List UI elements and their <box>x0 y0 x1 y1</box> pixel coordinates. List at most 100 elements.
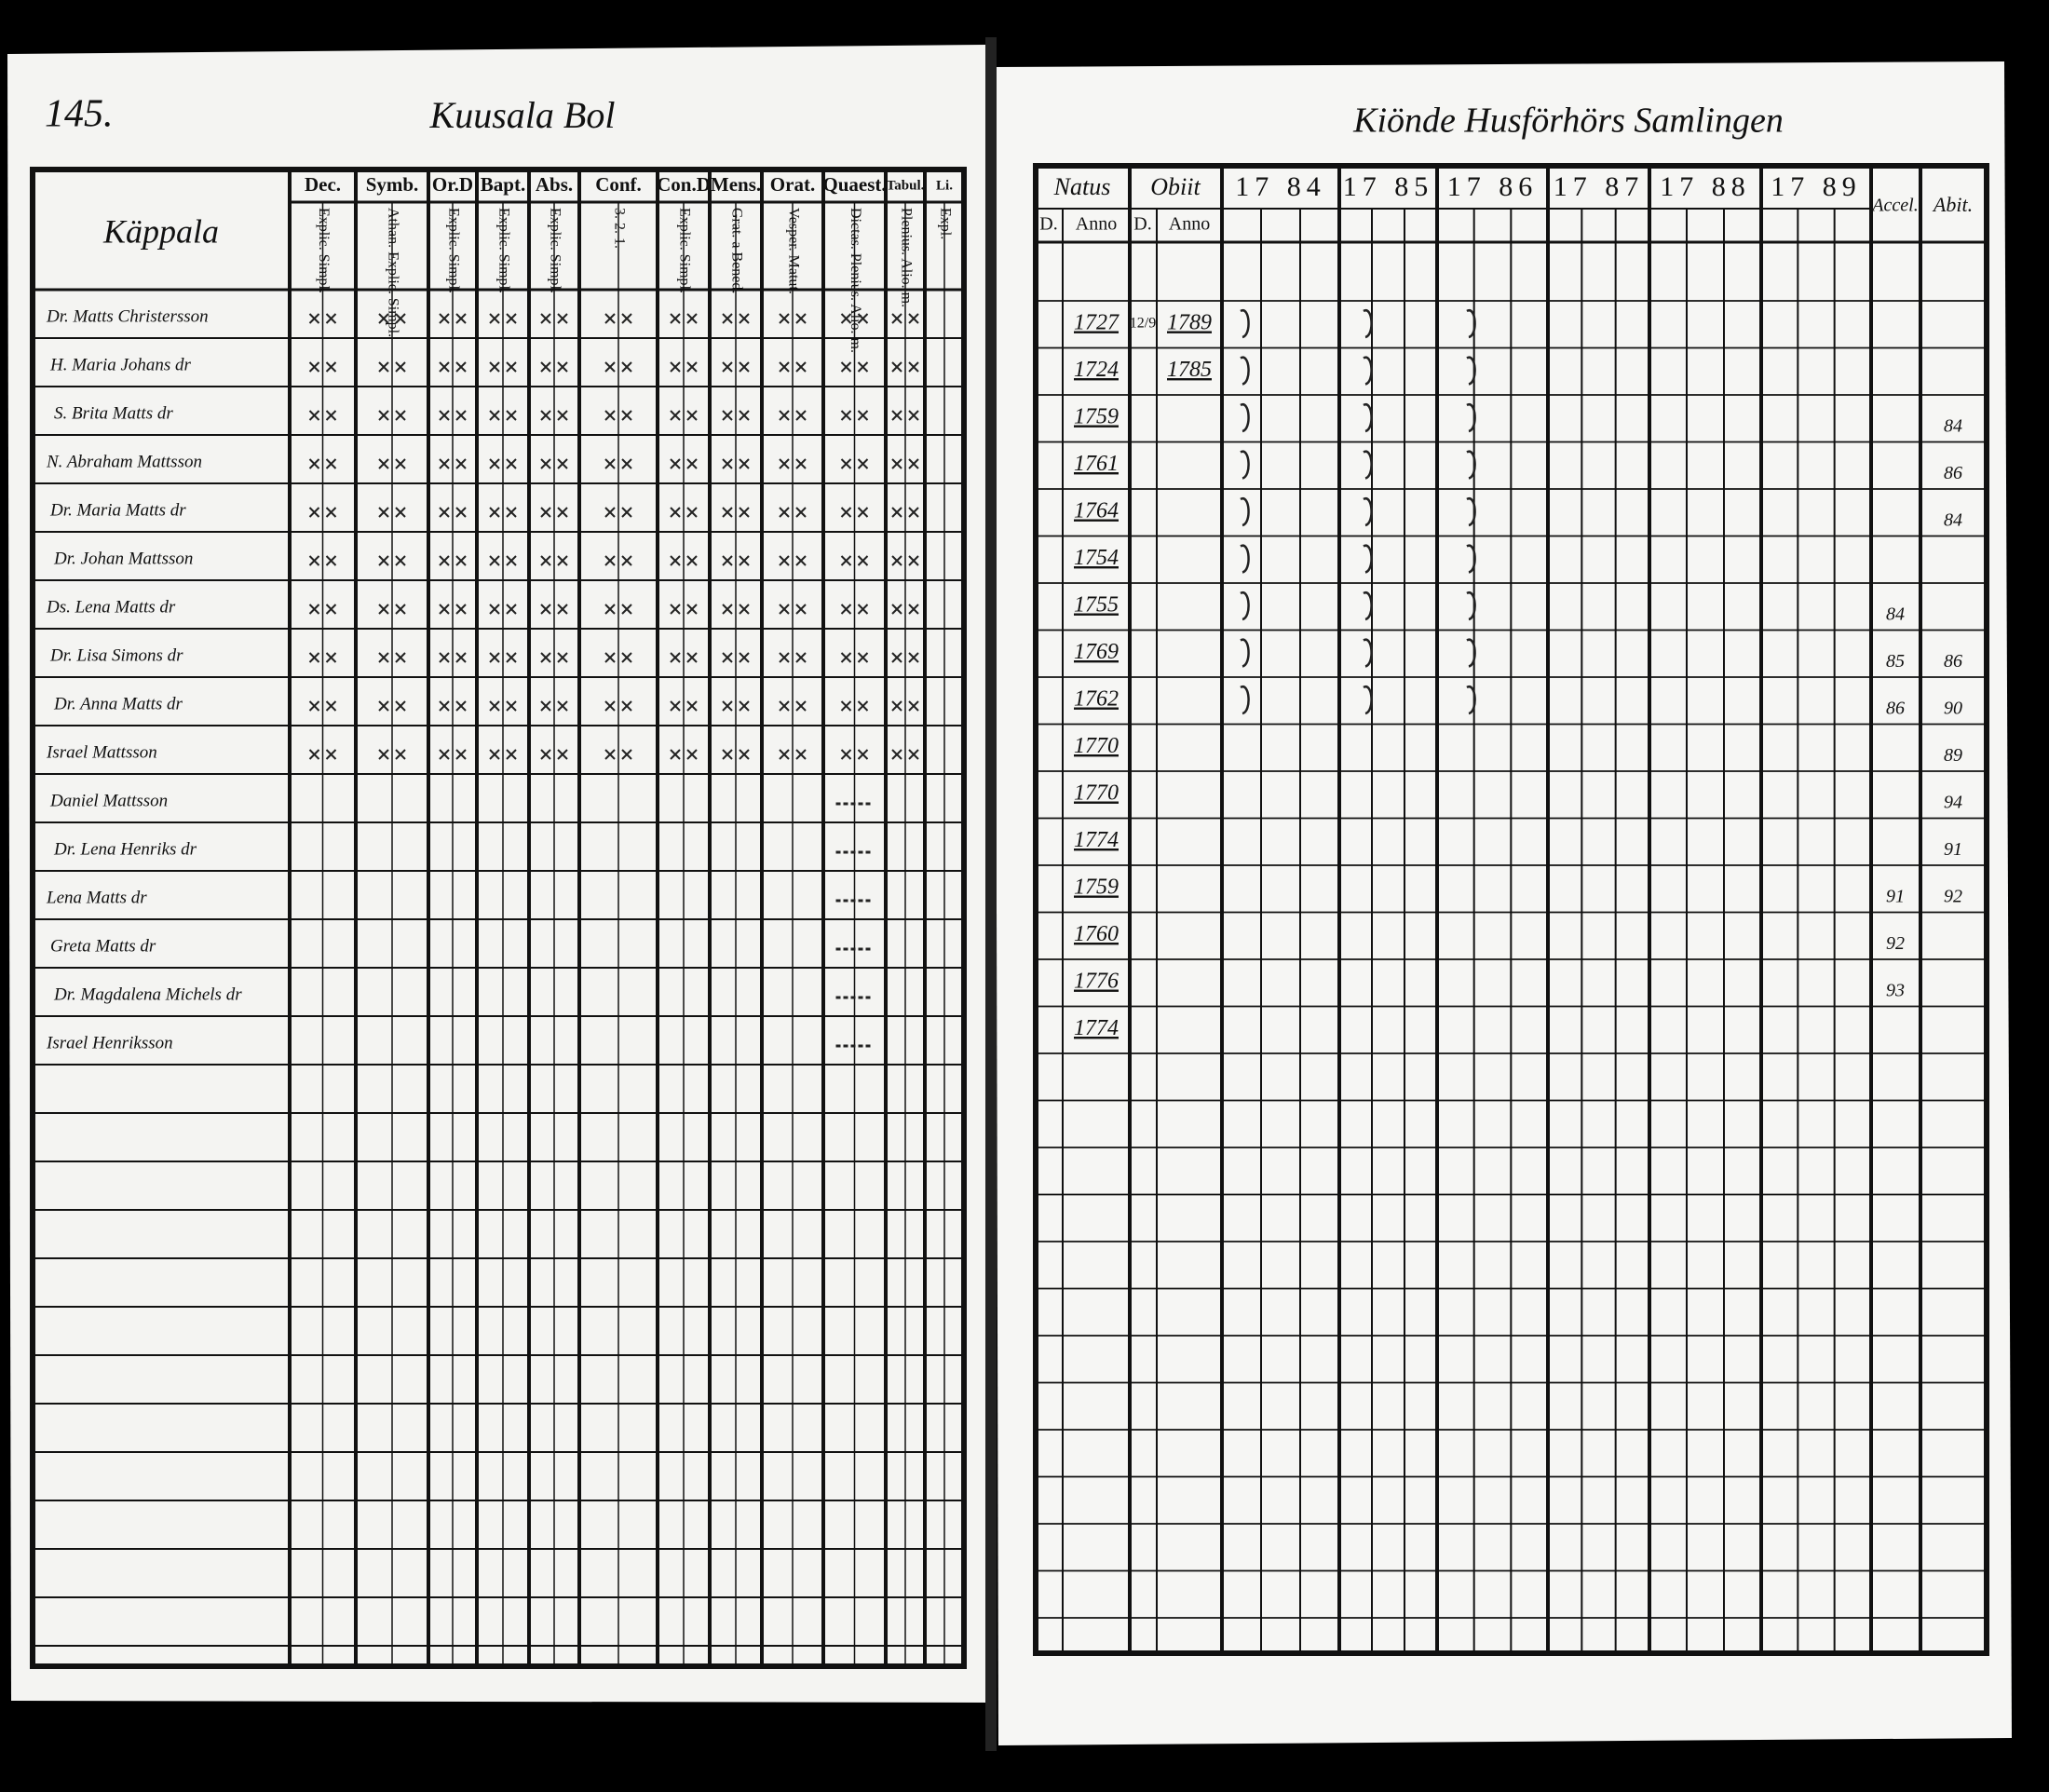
tick-mark <box>891 458 902 469</box>
tick-mark <box>540 652 551 663</box>
abit-year: 92 <box>1944 887 1962 907</box>
tick-mark <box>621 313 632 324</box>
column-header: Or.D <box>432 173 473 196</box>
column-header: Quaest. <box>822 173 886 196</box>
tick-mark <box>489 555 500 566</box>
tick-mark <box>604 458 616 469</box>
tick-mark <box>739 604 750 615</box>
column-subheader: Dictas. Plenius. Alio. m. <box>848 208 863 353</box>
column-subheader: D. <box>1133 214 1151 235</box>
birth-year: 1769 <box>1074 640 1119 664</box>
tick-mark <box>686 507 698 518</box>
tick-mark <box>378 555 389 566</box>
tick-mark <box>739 458 750 469</box>
tick-mark <box>604 410 616 421</box>
tick-mark <box>395 652 406 663</box>
tick-mark <box>604 507 616 518</box>
tick-mark <box>506 652 517 663</box>
tick-mark <box>840 652 852 663</box>
column-header: Mens. <box>711 173 761 196</box>
column-subheader: Grat. a Bened. <box>728 208 744 293</box>
birth-year: 1761 <box>1074 452 1119 476</box>
column-subheader: Athan. Explic. Simpl. <box>385 208 400 337</box>
tick-mark <box>395 507 406 518</box>
column-subheader: Vesper. Matut. <box>785 208 801 294</box>
column-header: Obiit <box>1150 173 1201 200</box>
tick-mark <box>621 555 632 566</box>
tick-mark <box>604 652 616 663</box>
person-name: Ds. Lena Matts dr <box>46 597 176 617</box>
tick-mark <box>506 313 517 324</box>
person-name: Dr. Anna Matts dr <box>53 694 183 713</box>
tick-mark <box>325 652 337 663</box>
tick-mark <box>557 313 568 324</box>
tick-mark <box>795 604 807 615</box>
tick-mark <box>308 652 320 663</box>
tick-mark <box>621 700 632 712</box>
person-name: Lena Matts dr <box>46 888 147 907</box>
person-name: Dr. Magdalena Michels dr <box>53 984 242 1004</box>
person-name: Greta Matts dr <box>50 936 156 956</box>
year-header: 17 84 <box>1235 171 1326 202</box>
tick-mark <box>557 652 568 663</box>
tick-mark <box>489 652 500 663</box>
tick-mark <box>489 313 500 324</box>
tick-mark <box>557 507 568 518</box>
tick-mark <box>908 700 919 712</box>
attendance-stroke <box>1466 497 1476 527</box>
abit-year: 86 <box>1944 651 1962 672</box>
abit-year: 91 <box>1944 839 1962 860</box>
tick-mark <box>670 458 681 469</box>
tick-mark <box>455 652 467 663</box>
birth-year: 1759 <box>1074 876 1119 900</box>
column-header: Li. <box>936 178 953 193</box>
attendance-stroke <box>1466 403 1476 433</box>
tick-mark <box>325 604 337 615</box>
attendance-stroke <box>1240 356 1250 386</box>
page-title: Kuusala Bol <box>429 94 616 136</box>
birth-year: 1764 <box>1074 499 1119 523</box>
tick-mark <box>739 652 750 663</box>
column-subheader: Explic. Simpl. <box>445 208 461 293</box>
attendance-stroke <box>1466 686 1476 715</box>
tick-mark <box>686 410 698 421</box>
tick-mark <box>722 555 733 566</box>
right-page <box>995 61 2012 1745</box>
attendance-stroke <box>1363 497 1373 527</box>
death-year: 1789 <box>1167 311 1212 335</box>
tick-mark <box>506 361 517 373</box>
tick-mark <box>308 700 320 712</box>
birth-year: 1762 <box>1074 687 1119 712</box>
tick-mark <box>378 700 389 712</box>
tick-mark <box>779 410 790 421</box>
tick-mark <box>621 458 632 469</box>
tick-mark <box>686 700 698 712</box>
tick-mark <box>686 313 698 324</box>
tick-mark <box>779 361 790 373</box>
tick-mark <box>506 458 517 469</box>
tick-mark <box>557 604 568 615</box>
tick-mark <box>604 700 616 712</box>
tick-mark <box>439 361 450 373</box>
tick-mark <box>739 410 750 421</box>
tick-mark <box>722 410 733 421</box>
accel-year: 92 <box>1886 933 1905 954</box>
tick-mark <box>686 361 698 373</box>
attendance-stroke <box>1240 544 1250 574</box>
tick-mark <box>325 507 337 518</box>
tick-mark <box>378 604 389 615</box>
attendance-stroke <box>1363 450 1373 480</box>
tick-mark <box>891 555 902 566</box>
tick-mark <box>840 555 852 566</box>
tick-mark <box>670 604 681 615</box>
tick-mark <box>670 410 681 421</box>
attendance-stroke <box>1363 686 1373 715</box>
column-header: Bapt. <box>481 173 525 196</box>
tick-mark <box>604 749 616 760</box>
tick-mark <box>840 749 852 760</box>
attendance-stroke <box>1363 638 1373 668</box>
tick-mark <box>686 604 698 615</box>
tick-mark <box>378 749 389 760</box>
person-name: Dr. Matts Christersson <box>46 306 209 326</box>
abit-year: 84 <box>1944 416 1962 437</box>
